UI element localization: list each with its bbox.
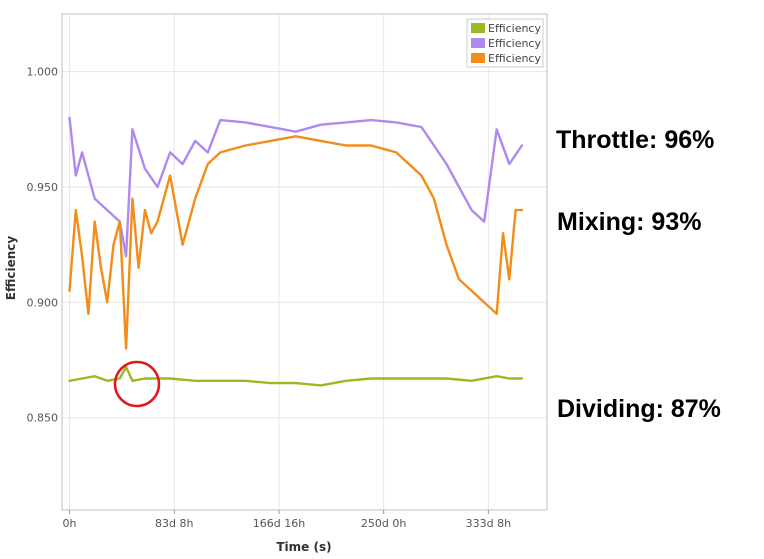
mixing-annotation: Mixing: 93%	[557, 208, 702, 236]
legend-swatch	[471, 23, 485, 33]
x-tick-label: 250d 0h	[361, 517, 406, 530]
y-tick-label: 1.000	[27, 66, 59, 79]
throttle-annotation: Throttle: 96%	[556, 126, 715, 154]
legend-swatch	[471, 38, 485, 48]
plot-frame	[61, 13, 548, 511]
y-tick-label: 0.850	[27, 412, 59, 425]
x-axis-title: Time (s)	[276, 540, 331, 554]
x-tick-label: 0h	[63, 517, 77, 530]
series-line-1	[68, 116, 524, 258]
y-axis-ticks: 0.850 0.900 0.950 1.000	[27, 66, 59, 425]
highlight-circle	[113, 360, 161, 408]
y-tick-label: 0.950	[27, 181, 59, 194]
x-tick-label: 166d 16h	[253, 517, 305, 530]
legend-label: Efficiency	[488, 37, 541, 50]
legend: Efficiency Efficiency Efficiency	[466, 18, 544, 68]
x-axis-ticks: 0h 83d 8h 166d 16h 250d 0h 333d 8h	[63, 510, 511, 530]
y-tick-label: 0.900	[27, 296, 59, 309]
x-tick-label: 83d 8h	[155, 517, 193, 530]
grid-layer	[62, 14, 547, 510]
dividing-annotation: Dividing: 87%	[557, 395, 721, 423]
legend-label: Efficiency	[488, 22, 541, 35]
x-tick-label: 333d 8h	[466, 517, 511, 530]
legend-label: Efficiency	[488, 52, 541, 65]
legend-swatch	[471, 53, 485, 63]
series-line-0	[68, 365, 524, 387]
series-line-2	[68, 135, 524, 350]
series-layer	[68, 116, 524, 387]
y-axis-title: Efficiency	[4, 236, 18, 301]
